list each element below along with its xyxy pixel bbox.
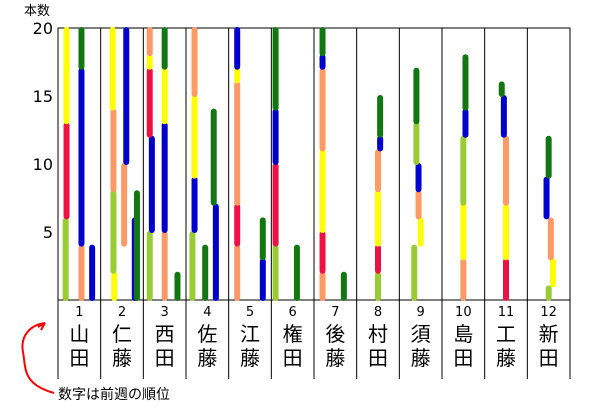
y-axis-unit-label: 本数 xyxy=(24,4,50,19)
name-char-label: 工 xyxy=(496,322,516,346)
name-char-label: 田 xyxy=(539,346,559,370)
note-arrow-icon xyxy=(21,322,55,394)
name-char-label: 藤 xyxy=(240,346,260,370)
name-char-label: 藤 xyxy=(496,346,516,370)
rank-label: 4 xyxy=(203,305,211,320)
name-char-label: 権 xyxy=(283,322,303,346)
name-char-label: 藤 xyxy=(112,346,132,370)
rank-label: 2 xyxy=(118,305,126,320)
name-char-label: 藤 xyxy=(325,346,345,370)
rank-label: 1 xyxy=(75,305,83,320)
name-char-label: 西 xyxy=(155,322,175,346)
name-char-label: 村 xyxy=(368,322,388,346)
y-tick-label: 5 xyxy=(43,223,53,242)
rank-label: 6 xyxy=(289,305,297,320)
name-char-label: 田 xyxy=(155,346,175,370)
y-tick-labels: 5 10 15 20 xyxy=(33,19,53,242)
name-char-label: 田 xyxy=(283,346,303,370)
rank-label: 5 xyxy=(246,305,254,320)
name-char-label: 須 xyxy=(411,322,431,346)
rank-label: 7 xyxy=(331,305,339,320)
name-char-label: 田 xyxy=(368,346,388,370)
arrow-head-icon xyxy=(37,322,46,331)
rank-label: 3 xyxy=(161,305,169,320)
rank-label: 8 xyxy=(374,305,382,320)
bar-strokes xyxy=(62,27,556,301)
name-char-label: 後 xyxy=(325,322,345,346)
note-text: 数字は前週の順位 xyxy=(58,386,170,403)
y-tick-label: 15 xyxy=(33,87,53,106)
rank-label: 9 xyxy=(417,305,425,320)
name-char-label: 藤 xyxy=(411,346,431,370)
rank-label: 11 xyxy=(498,305,515,320)
rank-label: 12 xyxy=(540,305,557,320)
vertical-grid xyxy=(57,28,571,379)
note-group: 数字は前週の順位 xyxy=(21,322,170,403)
name-char-label: 山 xyxy=(69,322,89,346)
name-char-label: 藤 xyxy=(197,346,217,370)
name-char-label: 佐 xyxy=(197,322,217,346)
name-char-label: 島 xyxy=(453,322,473,346)
name-char-label: 江 xyxy=(240,322,260,346)
rank-label: 10 xyxy=(455,305,472,320)
name-char-label: 田 xyxy=(69,346,89,370)
y-tick-label: 10 xyxy=(33,155,53,174)
name-char-label: 新 xyxy=(539,322,559,346)
name-char-label: 仁 xyxy=(112,322,132,346)
y-tick-label: 20 xyxy=(33,19,53,38)
name-char-label: 田 xyxy=(453,346,473,370)
